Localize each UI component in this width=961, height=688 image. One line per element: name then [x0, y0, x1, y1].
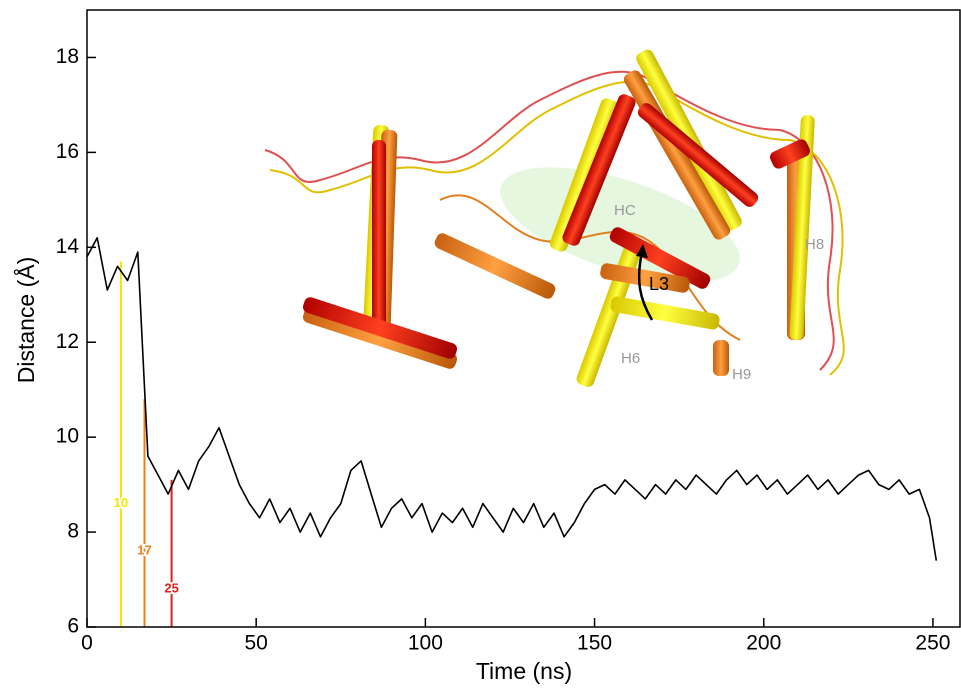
- y-tick-label: 8: [67, 520, 79, 543]
- plot-frame: [86, 9, 961, 628]
- y-tick-label: 14: [56, 235, 80, 258]
- x-tick-label: 250: [915, 632, 950, 655]
- annotation: L3: [649, 274, 669, 294]
- y-tick-label: 10: [56, 425, 79, 448]
- annotation: HC: [614, 202, 636, 219]
- x-axis-label: Time (ns): [476, 658, 572, 684]
- x-tick-label: 150: [577, 632, 612, 655]
- protein-structure-image: HC L3 H6 H8 H9: [264, 49, 845, 387]
- x-tick-label: 0: [81, 632, 93, 655]
- annotation: H8: [805, 236, 824, 253]
- y-tick-label: 6: [67, 615, 79, 638]
- marker-label: 10: [114, 495, 128, 510]
- data-line: [86, 237, 938, 561]
- y-axis-label: Distance (Å): [12, 257, 39, 384]
- annotation: H9: [732, 366, 751, 383]
- y-tick-label: 18: [56, 45, 79, 68]
- marker-label: 25: [164, 580, 178, 595]
- annotation: H6: [621, 350, 640, 367]
- y-tick-label: 12: [56, 330, 79, 353]
- x-tick-label: 200: [746, 632, 781, 655]
- marker-label: 17: [137, 542, 151, 557]
- y-tick-label: 16: [56, 140, 79, 163]
- x-tick-label: 100: [408, 632, 443, 655]
- x-tick-label: 50: [245, 632, 268, 655]
